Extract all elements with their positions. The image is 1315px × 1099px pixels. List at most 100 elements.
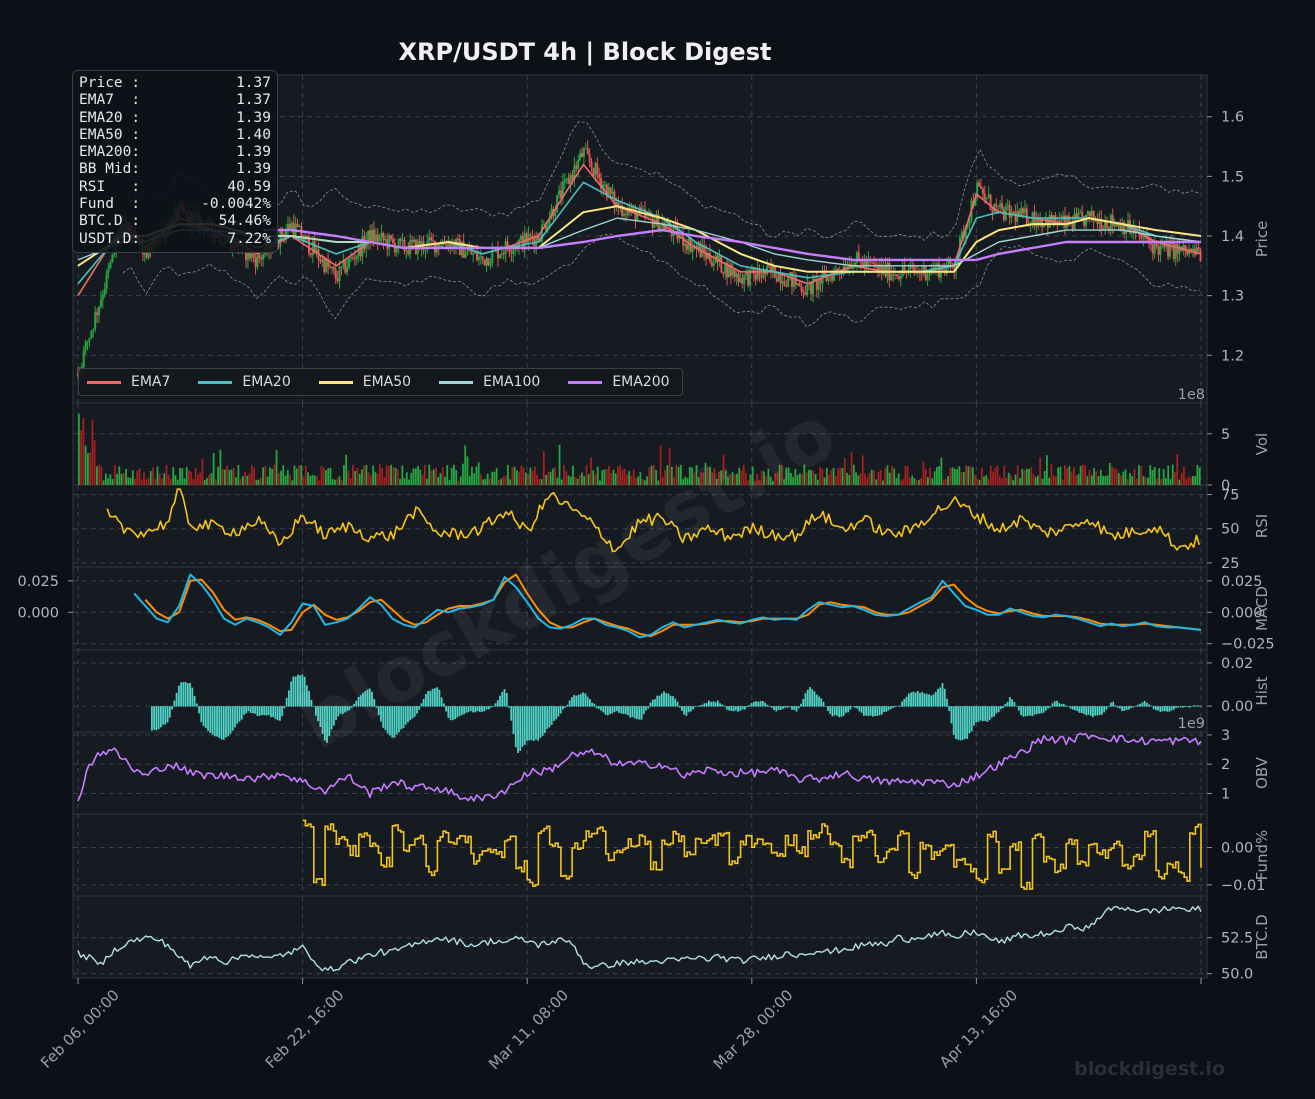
volume-bar [408,479,410,485]
candle-body [481,256,484,260]
hist-bar [355,700,358,707]
volume-bar [614,473,617,485]
volume-bar [760,470,763,485]
hist-bar [272,706,275,718]
volume-bar [736,473,738,485]
hist-bar [211,706,214,735]
hist-bar [705,702,708,707]
candle-body [464,254,467,258]
hist-bar [492,705,495,707]
candle-body [783,281,786,286]
candle-body [563,179,566,183]
btc-dominance-line [77,905,1202,972]
candle-body [334,269,337,279]
hist-bar [168,706,171,718]
legend-label: EMA20 [242,374,291,390]
candle-body [105,272,108,289]
candle-body [424,249,427,251]
volume-bar [1055,476,1057,485]
hist-bar [1125,706,1128,710]
candle-body [340,266,343,268]
hist-bar [690,706,692,712]
volume-bar [846,472,848,485]
legend-swatch [318,380,353,384]
candle-body [892,274,895,276]
candle-body [697,244,700,249]
volume-bar [459,476,462,485]
hist-bar [903,699,906,707]
hist-bar [1008,697,1011,707]
legend-swatch [568,380,603,384]
volume-bar [212,453,215,485]
hist-bar [1143,700,1146,707]
candle-body [372,229,375,242]
hist-bar [658,695,661,707]
hist-bar [894,706,897,708]
volume-bar [1160,478,1163,485]
volume-bar [628,471,631,485]
volume-bar [455,470,458,485]
candle-body [645,214,648,217]
candle-body [1008,204,1011,218]
volume-bar [374,472,377,485]
candle-body [355,255,358,260]
candle-body [754,273,757,280]
volume-bar [1090,475,1093,485]
volume-bar [601,470,604,485]
hist-bar [579,693,582,707]
hist-bar [766,704,769,707]
volume-bar [1167,465,1170,485]
hist-bar [1119,706,1121,709]
hist-bar [741,706,744,710]
volume-bar [1192,476,1194,485]
hist-bar [249,706,252,713]
volume-bar [536,474,538,485]
candle-body [695,245,698,249]
candle-body [1088,211,1091,217]
volume-bar [309,476,312,485]
candle-body [1178,246,1181,254]
hist-bar [669,695,672,707]
candle-body [1081,212,1084,217]
hist-bar [966,706,969,739]
volume-bar [334,479,336,485]
hist-bar [218,706,221,738]
hist-bar [692,706,695,710]
volume-bar [369,475,372,485]
candle-body [974,198,977,206]
volume-bar [118,466,121,485]
hist-bar [820,698,823,707]
candle-body [407,250,410,255]
hist-bar [1092,706,1094,718]
info-value: -0.0042% [201,196,271,213]
candle-body [86,341,89,343]
volume-bar [569,476,572,485]
volume-bar [576,478,579,485]
candle-body [846,269,849,272]
hist-bar [467,706,470,713]
volume-bar [742,464,745,485]
volume-bar [448,479,451,485]
candle-body [1037,219,1040,226]
candle-body [579,153,582,160]
candle-body [703,245,706,253]
hist-bar [737,706,740,712]
volume-bar [426,478,428,485]
volume-bar [174,475,177,485]
volume-bar [944,478,947,485]
hist-bar [222,706,225,740]
candle-body [829,275,832,277]
volume-bar [935,467,938,485]
candle-body [603,184,606,186]
volume-bar [120,474,123,485]
candle-body [466,250,469,255]
candle-body [1172,243,1175,259]
y-tick-label: 52.5 [1221,931,1253,947]
volume-bar [500,478,503,485]
candle-body [560,190,563,199]
volume-bar [489,478,491,485]
candle-body [342,260,345,268]
volume-bar [619,465,622,485]
hist-bar [1193,705,1195,707]
